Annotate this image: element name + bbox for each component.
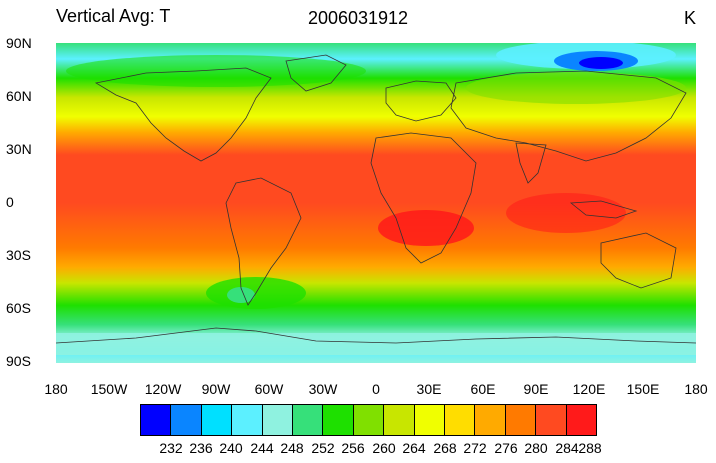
- colorbar-label: 232: [159, 440, 183, 456]
- colorbar-box: [566, 405, 597, 435]
- antarctic-band: [56, 333, 696, 355]
- lon-label-30e: 30E: [416, 381, 442, 397]
- colorbar-box: [201, 405, 233, 435]
- colorbar-label: 252: [311, 440, 335, 456]
- coastline-asia: [450, 70, 687, 162]
- africa-hot-region: [378, 210, 474, 246]
- lon-label-0: 0: [372, 381, 380, 397]
- colorbar-box: [141, 405, 172, 435]
- colorbar-label: 280: [524, 440, 548, 456]
- colorbar-box: [475, 405, 506, 435]
- lon-label-120w: 120W: [144, 381, 182, 397]
- lat-label-30n: 30N: [6, 141, 32, 157]
- lon-label-180e: 180: [684, 381, 708, 397]
- temperature-map-svg: [56, 43, 696, 363]
- coastlines: [56, 54, 696, 344]
- lon-label-90w: 90W: [201, 381, 231, 397]
- colorbar-box: [232, 405, 263, 435]
- lon-label-180w: 180: [44, 381, 68, 397]
- lat-label-0: 0: [6, 194, 14, 210]
- lon-label-90e: 90E: [523, 381, 549, 397]
- colorbar-label: 248: [280, 440, 304, 456]
- colorbar-label: 240: [219, 440, 243, 456]
- colorbar-label: 284: [555, 440, 579, 456]
- coastline-south-america: [225, 177, 302, 306]
- coastline-greenland: [285, 54, 347, 92]
- coastline-indonesia: [569, 200, 638, 219]
- plot-units: K: [683, 8, 696, 28]
- colorbar-box: [414, 405, 446, 435]
- colorbar-box: [536, 405, 567, 435]
- lon-label-30w: 30W: [308, 381, 338, 397]
- coastline-europe: [385, 80, 457, 122]
- coastline-africa: [370, 132, 477, 264]
- lat-label-60s: 60S: [6, 300, 31, 316]
- colorbar-box: [353, 405, 385, 435]
- coastline-india: [515, 142, 547, 184]
- lon-label-150e: 150E: [626, 381, 660, 397]
- colorbar-label: 272: [463, 440, 487, 456]
- siberia-cool-band: [466, 72, 686, 104]
- colorbar-box: [323, 405, 354, 435]
- colorbar: [140, 404, 597, 436]
- lon-label-60w: 60W: [254, 381, 284, 397]
- plot-title-left: Vertical Avg: T: [56, 6, 171, 26]
- lon-label-150w: 150W: [90, 381, 128, 397]
- lon-label-120e: 120E: [572, 381, 606, 397]
- coastline-north-america: [94, 67, 272, 162]
- lat-label-90s: 90S: [6, 353, 31, 369]
- colorbar-label: 236: [189, 440, 213, 456]
- colorbar-label: 264: [402, 440, 426, 456]
- colorbar-box: [384, 405, 415, 435]
- colorbar-label: 260: [372, 440, 396, 456]
- temperature-map: [56, 43, 696, 363]
- cape-horn-cold-region: [227, 287, 255, 303]
- colorbar-label: 268: [433, 440, 457, 456]
- north-cool-band: [66, 55, 366, 87]
- coastline-australia: [600, 232, 677, 289]
- colorbar-label: 276: [494, 440, 518, 456]
- lat-label-30s: 30S: [6, 247, 31, 263]
- colorbar-label: 256: [341, 440, 365, 456]
- colorbar-label: 288: [578, 440, 602, 456]
- colorbar-box: [505, 405, 537, 435]
- colorbar-box: [293, 405, 324, 435]
- arctic-core-region: [579, 57, 623, 69]
- lat-label-90n: 90N: [6, 35, 32, 51]
- indonesia-hot-region: [506, 193, 626, 233]
- colorbar-box: [445, 405, 476, 435]
- plot-title-center: 2006031912: [307, 8, 409, 28]
- colorbar-box: [171, 405, 202, 435]
- colorbar-box: [262, 405, 294, 435]
- lon-label-60e: 60E: [470, 381, 496, 397]
- coastline-antarctica: [56, 327, 696, 344]
- lat-label-60n: 60N: [6, 88, 32, 104]
- colorbar-label: 244: [250, 440, 274, 456]
